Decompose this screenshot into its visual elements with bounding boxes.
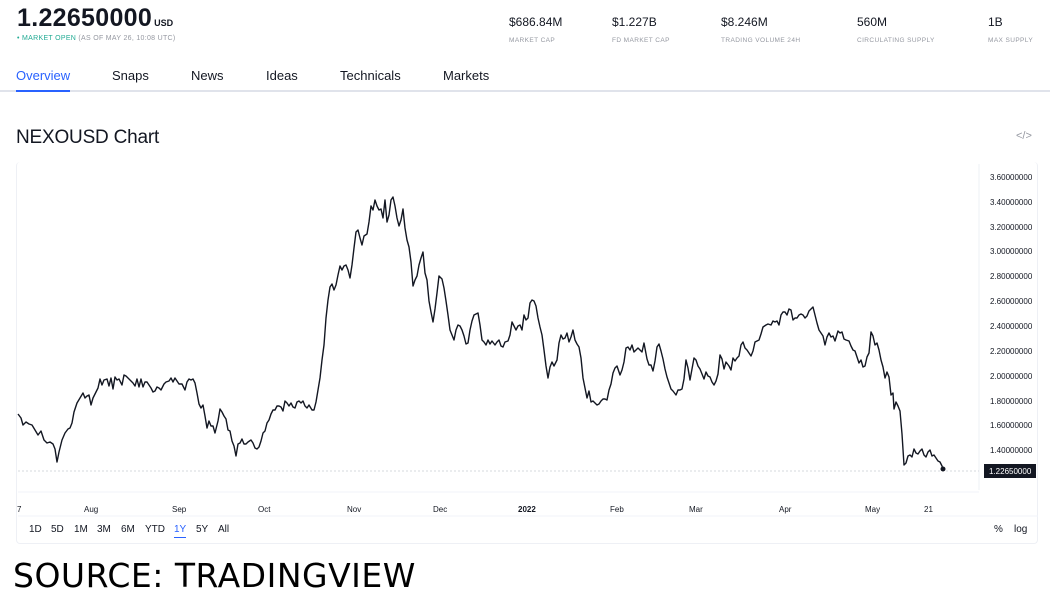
range-1m-button[interactable]: 1M	[74, 524, 88, 535]
stat-market-cap: $686.84M MARKET CAP	[509, 15, 562, 44]
source-caption: SOURCE: TRADINGVIEW	[13, 556, 416, 595]
svg-text:21: 21	[924, 505, 933, 514]
svg-text:Nov: Nov	[347, 505, 361, 514]
tab-markets[interactable]: Markets	[443, 68, 490, 83]
range-all-button[interactable]: All	[218, 524, 230, 535]
svg-text:Aug: Aug	[84, 505, 98, 514]
range-1y-button[interactable]: 1Y	[174, 524, 187, 538]
stat-circulating-supply: 560M CIRCULATING SUPPLY	[857, 15, 935, 44]
stat-value: 560M	[857, 15, 888, 29]
currency-label: USD	[154, 18, 174, 28]
svg-text:2022: 2022	[518, 505, 536, 514]
svg-text:2.60000000: 2.60000000	[990, 297, 1033, 306]
svg-text:1.40000000: 1.40000000	[990, 446, 1033, 455]
stat-label: MARKET CAP	[509, 37, 556, 44]
embed-code-icon[interactable]: </>	[1016, 130, 1032, 142]
svg-text:Mar: Mar	[689, 505, 703, 514]
svg-text:2.40000000: 2.40000000	[990, 322, 1033, 331]
tab-ideas[interactable]: Ideas	[266, 68, 298, 83]
svg-text:Feb: Feb	[610, 505, 624, 514]
range-6m-button[interactable]: 6M	[121, 524, 135, 535]
range-5y-button[interactable]: 5Y	[196, 524, 209, 535]
stat-max-supply: 1B MAX SUPPLY	[988, 15, 1033, 44]
svg-text:1.60000000: 1.60000000	[990, 421, 1033, 430]
svg-text:1.80000000: 1.80000000	[990, 397, 1033, 406]
svg-text:Apr: Apr	[779, 505, 792, 514]
svg-text:2.00000000: 2.00000000	[990, 372, 1033, 381]
range-ytd-button[interactable]: YTD	[145, 524, 165, 535]
log-scale-toggle[interactable]: log	[1014, 524, 1028, 535]
price-block: 1.22650000 USD	[17, 4, 173, 33]
as-of-timestamp: (AS OF MAY 26, 10:08 UTC)	[78, 35, 176, 42]
tab-news[interactable]: News	[191, 68, 224, 83]
percent-scale-toggle[interactable]: %	[994, 524, 1003, 535]
stat-value: $686.84M	[509, 15, 563, 29]
tab-technicals[interactable]: Technicals	[340, 68, 401, 83]
market-open-dot-icon: •	[17, 35, 20, 42]
range-1d-button[interactable]: 1D	[29, 524, 42, 535]
stat-label: FD MARKET CAP	[612, 37, 670, 44]
svg-text:3.60000000: 3.60000000	[990, 173, 1033, 182]
svg-text:Oct: Oct	[258, 505, 271, 514]
svg-text:Sep: Sep	[172, 505, 187, 514]
last-price: 1.22650000	[17, 4, 153, 32]
svg-text:3.40000000: 3.40000000	[990, 198, 1033, 207]
quote-header: 1.22650000 USD • MARKET OPEN (AS OF MAY 2…	[0, 0, 1050, 50]
last-price-marker	[940, 466, 946, 472]
last-price-label: 1.22650000	[989, 467, 1032, 476]
stat-trading-volume: $8.246M TRADING VOLUME 24H	[721, 15, 800, 44]
symbol-tabs: Overview Snaps News Ideas Technicals Mar…	[0, 62, 1050, 92]
range-5d-button[interactable]: 5D	[51, 524, 64, 535]
stat-label: CIRCULATING SUPPLY	[857, 37, 935, 44]
svg-text:3.00000000: 3.00000000	[990, 247, 1033, 256]
market-open-label: MARKET OPEN	[22, 35, 77, 42]
tab-snaps[interactable]: Snaps	[112, 68, 149, 83]
price-line	[17, 196, 944, 470]
price-axis: 3.60000000 3.40000000 3.20000000 3.00000…	[990, 173, 1033, 455]
stat-value: $1.227B	[612, 15, 657, 29]
price-chart[interactable]: 3.60000000 3.40000000 3.20000000 3.00000…	[17, 162, 1039, 544]
range-toolbar: 1D 5D 1M 3M 6M YTD 1Y 5Y All % log	[17, 518, 1037, 543]
chart-title: NEXOUSD Chart	[16, 127, 160, 148]
chart-container[interactable]: 3.60000000 3.40000000 3.20000000 3.00000…	[16, 162, 1038, 544]
stat-label: TRADING VOLUME 24H	[721, 37, 801, 44]
tab-overview[interactable]: Overview	[16, 68, 71, 92]
last-price-label-bg	[984, 464, 1036, 478]
time-axis: 7 Aug Sep Oct Nov Dec 2022 Feb Mar Apr M…	[17, 505, 933, 514]
market-status: • MARKET OPEN (AS OF MAY 26, 10:08 UTC)	[17, 35, 176, 42]
svg-text:7: 7	[17, 505, 22, 514]
svg-text:Dec: Dec	[433, 505, 447, 514]
stat-fd-market-cap: $1.227B FD MARKET CAP	[612, 15, 670, 44]
svg-text:3.20000000: 3.20000000	[990, 223, 1033, 232]
stat-label: MAX SUPPLY	[988, 37, 1034, 44]
svg-text:May: May	[865, 505, 880, 514]
range-3m-button[interactable]: 3M	[97, 524, 111, 535]
stat-value: 1B	[988, 15, 1003, 29]
svg-text:2.20000000: 2.20000000	[990, 347, 1033, 356]
stat-value: $8.246M	[721, 15, 768, 29]
svg-text:2.80000000: 2.80000000	[990, 272, 1033, 281]
